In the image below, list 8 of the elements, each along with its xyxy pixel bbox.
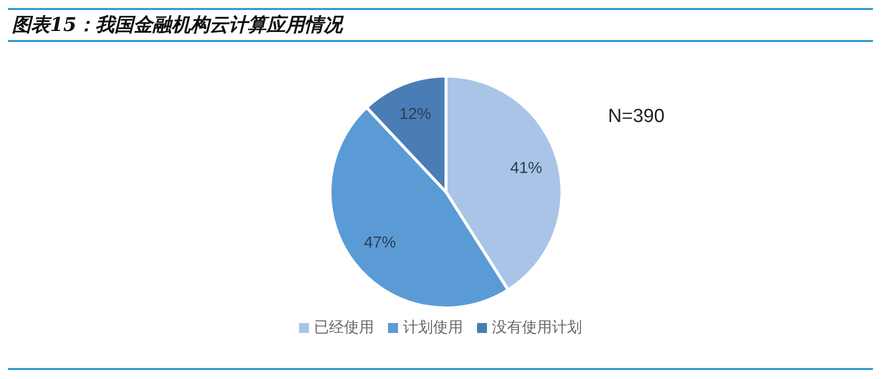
legend-label: 没有使用计划	[491, 318, 582, 337]
data-label: 41%	[510, 160, 542, 178]
data-label: 12%	[399, 106, 432, 123]
legend-label: 已经使用	[313, 318, 374, 337]
legend-label: 计划使用	[402, 318, 463, 337]
data-label: 47%	[364, 234, 396, 252]
chart-title: 图表15：我国金融机构云计算应用情况	[8, 8, 873, 42]
text: N=390	[608, 106, 665, 128]
